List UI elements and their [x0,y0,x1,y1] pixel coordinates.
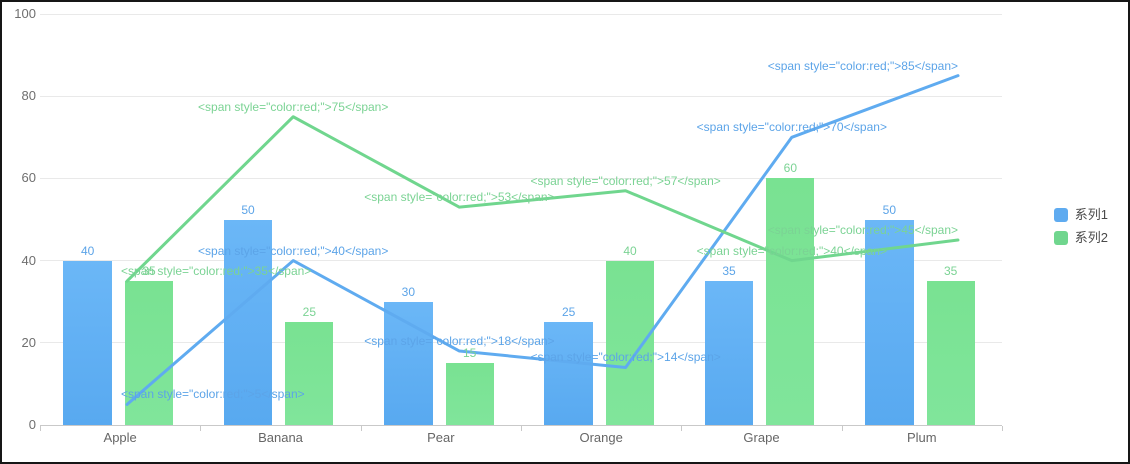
gridline [40,260,1002,262]
y-axis-label: 80 [21,88,36,104]
bar-value-label: 15 [463,346,477,361]
gridline [40,13,1002,15]
bar-series2-banana[interactable] [285,322,334,425]
line-value-label: <span style="color:red;">45</span> [767,223,958,238]
bar-series2-grape[interactable] [766,178,815,425]
legend: 系列1 系列2 [1053,207,1108,245]
bar-series2-plum[interactable] [926,281,975,425]
y-axis-label: 40 [21,252,36,268]
x-axis-label-plum: Plum [907,430,937,445]
x-axis-tick [681,426,683,431]
line-value-label: <span style="color:red;">18</span> [364,334,555,349]
legend-marker-series1-icon [1053,207,1068,222]
line-value-label: <span style="color:red;">53</span> [364,190,555,205]
line-value-label: <span style="color:red;">57</span> [530,173,721,188]
bar-series2-apple[interactable] [124,281,174,425]
bar-series1-apple[interactable] [63,260,113,425]
bar-value-label: 60 [783,161,798,176]
x-axis-tick [360,426,362,431]
y-axis-label: 60 [21,170,36,186]
bar-value-label: 40 [81,243,95,258]
x-axis-label-grape: Grape [743,430,780,445]
y-axis-label: 100 [14,6,36,21]
line-value-label: <span style="color:red;">75</span> [198,99,389,114]
line-value-label: <span style="color:red;">5</span> [121,387,305,402]
legend-label-series2: 系列2 [1074,230,1108,245]
line-value-label: <span style="color:red;">70</span> [696,120,887,135]
bar-value-label: 25 [562,305,576,320]
y-axis-label: 0 [28,417,36,432]
line-value-label: <span style="color:red;">40</span> [696,243,887,258]
bar-value-label: 25 [302,305,317,320]
x-axis-label-banana: Banana [258,430,303,445]
legend-item-series2[interactable]: 系列2 [1053,230,1108,245]
line-value-label: <span style="color:red;">35</span> [121,264,312,279]
bar-value-label: 35 [142,264,156,279]
bar-value-label: 35 [944,264,958,279]
y-axis-label: 20 [21,334,36,350]
x-axis-line [40,425,1002,426]
line-value-label: <span style="color:red;">85</span> [767,58,958,73]
line-value-label: <span style="color:red;">40</span> [198,243,389,258]
x-axis-tick [1002,426,1003,431]
x-axis-tick [200,426,202,431]
bar-value-label: 30 [401,284,416,299]
bar-value-label: 50 [241,202,255,217]
bar-series1-pear[interactable] [383,301,433,425]
x-axis-tick [40,426,41,431]
line-value-label: <span style="color:red;">14</span> [530,350,721,365]
bar-series2-orange[interactable] [605,260,655,425]
bar-value-label: 50 [882,202,897,217]
x-axis-tick [841,426,843,431]
bar-series2-pear[interactable] [445,363,494,425]
legend-marker-series2-icon [1053,230,1068,245]
x-axis-label-pear: Pear [427,430,455,445]
x-axis-tick [521,426,522,431]
legend-label-series1: 系列1 [1074,207,1108,222]
x-axis-label-apple: Apple [103,430,137,445]
bar-value-label: 35 [722,264,736,279]
gridline [40,95,1002,97]
x-axis-label-orange: Orange [579,430,623,445]
bar-value-label: 40 [623,243,637,258]
legend-item-series1[interactable]: 系列1 [1053,207,1108,222]
